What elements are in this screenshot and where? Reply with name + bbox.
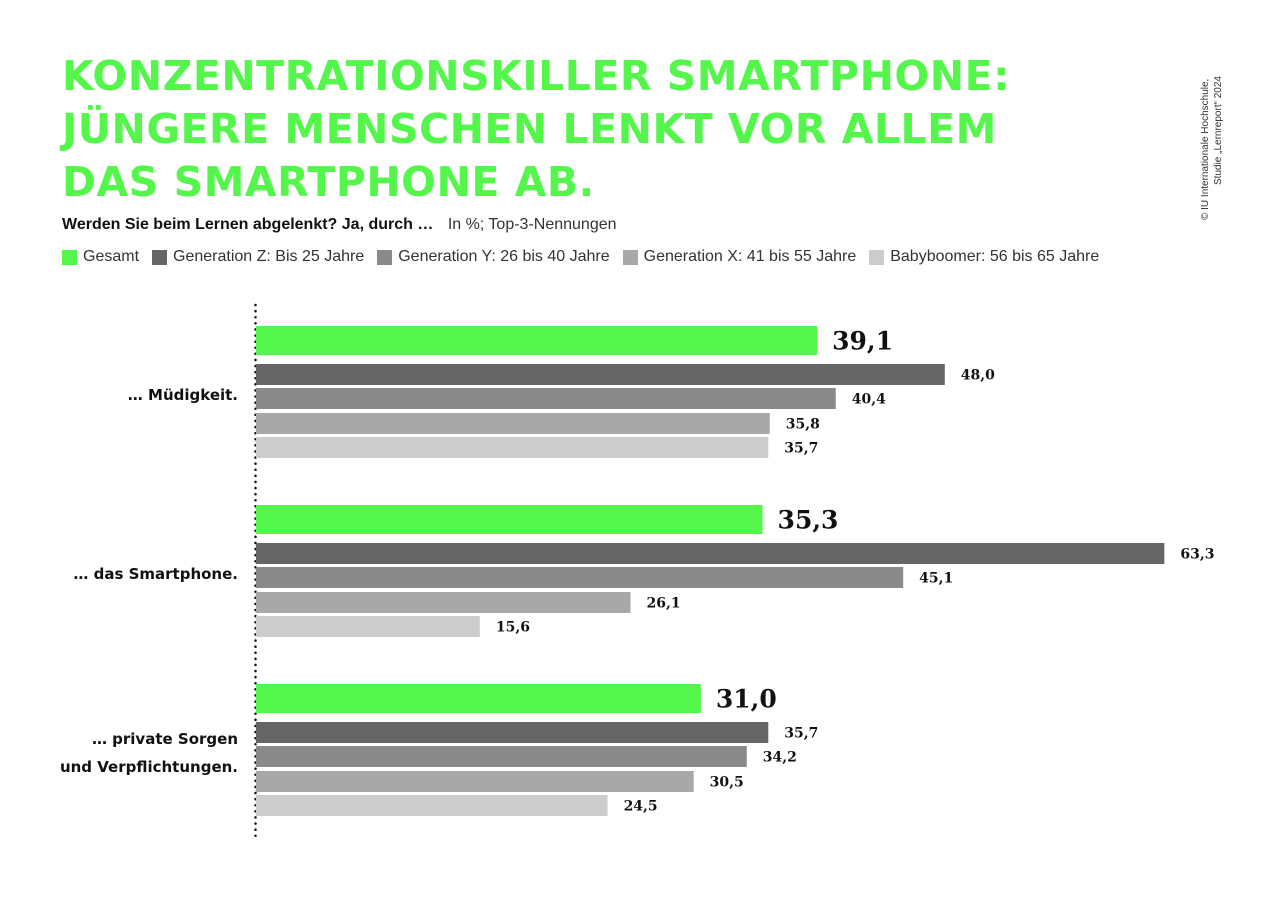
unit-note: In %; Top-3-Nennungen: [447, 216, 617, 233]
legend-item: Generation X: 41 bis 55 Jahre: [622, 248, 857, 266]
data-label: 35,7: [784, 441, 818, 457]
chart-title: KONZENTRATIONSKILLER SMARTPHONE: JÜNGERE…: [62, 50, 1062, 209]
data-label: 40,4: [852, 392, 886, 408]
data-label: 35,7: [784, 726, 818, 742]
legend-label: Generation X: 41 bis 55 Jahre: [643, 248, 857, 265]
bar: [256, 388, 836, 409]
bar: [256, 326, 818, 355]
bar: [256, 722, 769, 743]
data-label: 31,0: [716, 685, 777, 714]
data-label: 48,0: [961, 368, 995, 384]
bar: [256, 413, 770, 434]
legend-swatch: [622, 249, 638, 265]
bar: [256, 592, 631, 613]
category-label: … das Smartphone.: [73, 565, 238, 583]
bar: [256, 543, 1165, 564]
category-group: … private Sorgen und Verpflichtungen. 31,0…: [60, 684, 818, 816]
legend-label: Generation Y: 26 bis 40 Jahre: [398, 248, 610, 265]
legend-swatch: [152, 249, 168, 265]
legend-item: Babyboomer: 56 bis 65 Jahre: [869, 248, 1099, 266]
bar: [256, 795, 608, 816]
data-label: 63,3: [1180, 547, 1214, 563]
bar: [256, 771, 694, 792]
bar: [256, 567, 904, 588]
title-line: KONZENTRATIONSKILLER SMARTPHONE:: [62, 52, 1010, 100]
data-label: 45,1: [919, 571, 953, 587]
chart-legend: Gesamt Generation Z: Bis 25 Jahre Generati…: [62, 248, 1112, 266]
legend-label: Babyboomer: 56 bis 65 Jahre: [890, 248, 1100, 265]
copyright-note: © IU Internationale Hochschule, Studie „…: [1200, 76, 1224, 220]
category-label: und Verpflichtungen.: [60, 758, 238, 776]
legend-label: Generation Z: Bis 25 Jahre: [173, 248, 365, 265]
bar: [256, 437, 769, 458]
bar: [256, 746, 747, 767]
data-label: 15,6: [496, 620, 530, 636]
data-label: 24,5: [624, 799, 658, 815]
legend-item: Gesamt: [62, 248, 139, 266]
title-line: DAS SMARTPHONE AB.: [62, 158, 595, 206]
legend-item: Generation Z: Bis 25 Jahre: [152, 248, 364, 266]
legend-swatch: [62, 249, 77, 265]
category-label: … private Sorgen: [92, 730, 238, 748]
data-label: 26,1: [647, 596, 681, 612]
title-line: JÜNGERE MENSCHEN LENKT VOR ALLEM: [62, 105, 997, 153]
data-label: 39,1: [832, 327, 893, 356]
data-label: 34,2: [763, 750, 797, 766]
bar: [256, 505, 763, 534]
bar: [256, 364, 945, 385]
legend-label: Gesamt: [83, 248, 140, 265]
chart-subtitle: Werden Sie beim Lernen abgelenkt? Ja, du…: [62, 216, 617, 234]
data-label: 35,3: [778, 506, 839, 535]
bar: [256, 616, 480, 637]
bar: [256, 684, 701, 713]
data-label: 35,8: [786, 417, 820, 433]
category-group: … das Smartphone. 35,3 63,3 45,1 26,1 15,6: [73, 505, 1214, 637]
survey-question: Werden Sie beim Lernen abgelenkt? Ja, du…: [62, 216, 434, 233]
data-label: 30,5: [710, 775, 744, 791]
legend-swatch: [869, 249, 885, 265]
category-group: … Müdigkeit. 39,1 48,0 40,4 35,8 35,7: [128, 326, 995, 458]
copyright-line: © IU Internationale Hochschule,: [1200, 79, 1211, 220]
copyright-line: Studie „Lernreport“ 2024: [1213, 76, 1224, 185]
legend-swatch: [377, 249, 393, 265]
legend-item: Generation Y: 26 bis 40 Jahre: [377, 248, 610, 266]
category-label: … Müdigkeit.: [128, 386, 238, 404]
